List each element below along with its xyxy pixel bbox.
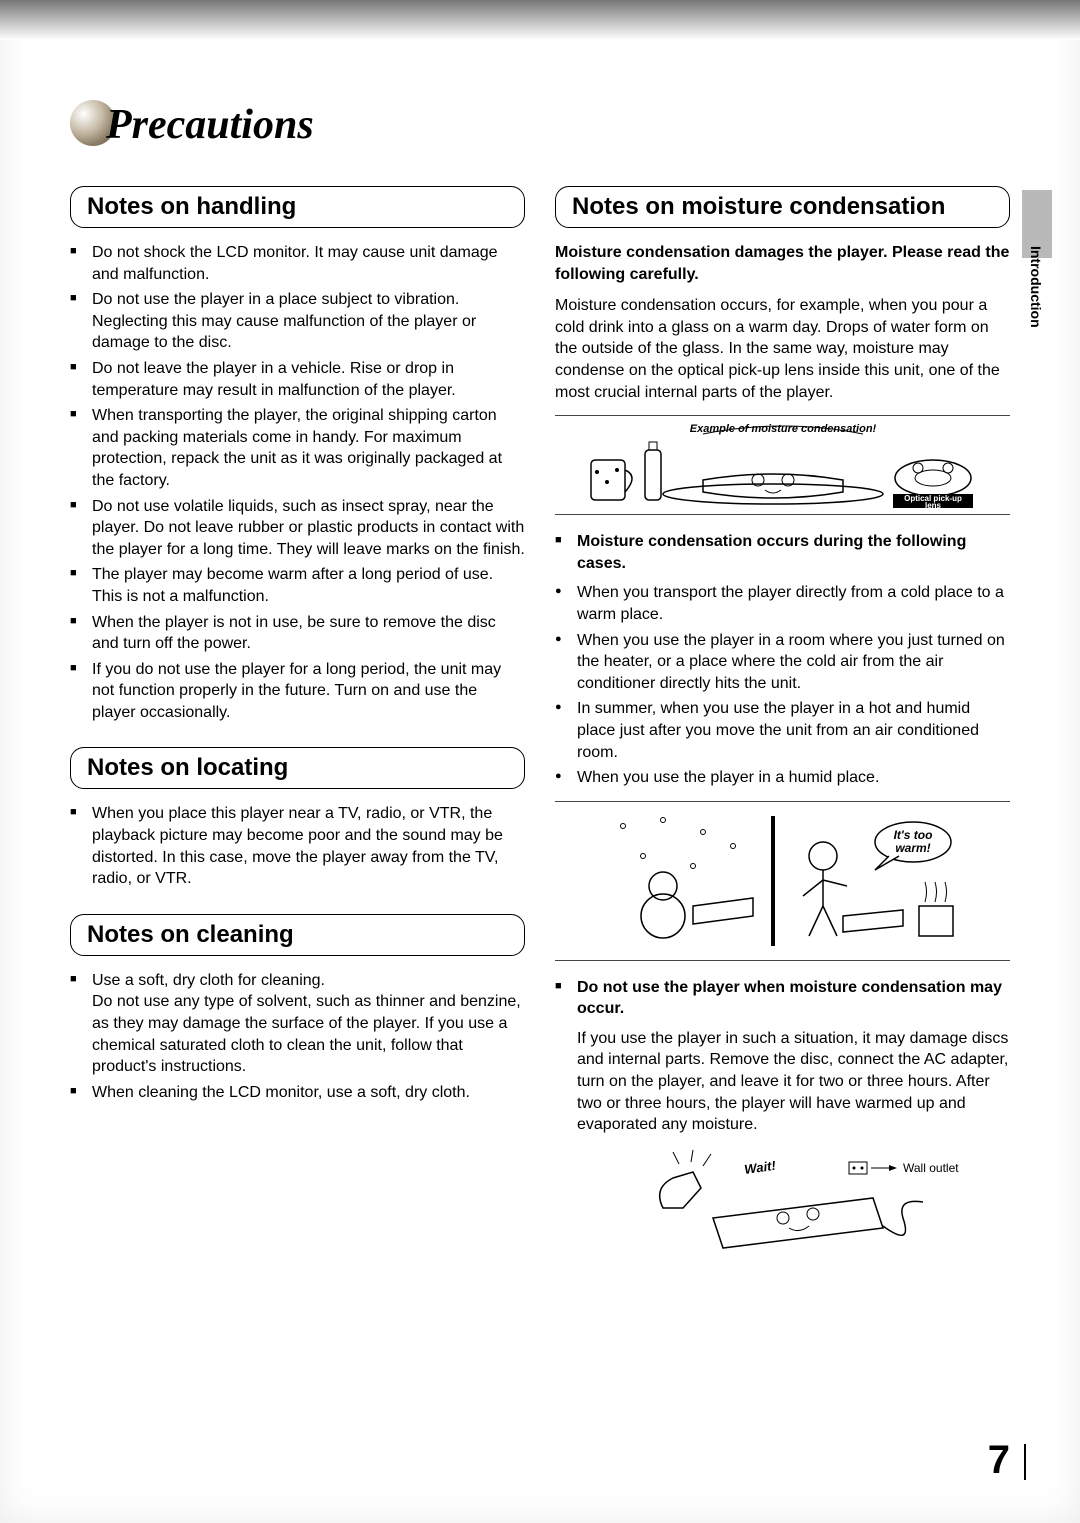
- illustration-warm: It's too warm!: [555, 801, 1010, 961]
- list-item: When you place this player near a TV, ra…: [88, 803, 525, 889]
- donot-heading: Do not use the player when moisture cond…: [555, 977, 1010, 1020]
- list-item: When you use the player in a room where …: [573, 630, 1010, 695]
- cleaning-list: Use a soft, dry cloth for cleaning. Do n…: [70, 970, 525, 1104]
- list-item: Do not use the player in a place subject…: [88, 289, 525, 354]
- two-column-layout: Notes on handling Do not shock the LCD m…: [70, 186, 1010, 1289]
- section-side-label: Introduction: [1028, 246, 1044, 328]
- list-item: When you transport the player directly f…: [573, 582, 1010, 625]
- handling-heading: Notes on handling: [70, 186, 525, 228]
- list-item-main: Use a soft, dry cloth for cleaning.: [92, 972, 325, 989]
- svg-text:Wait!: Wait!: [743, 1157, 777, 1176]
- cleaning-heading: Notes on cleaning: [70, 914, 525, 956]
- moisture-lead: Moisture condensation damages the player…: [555, 242, 1010, 285]
- left-column: Notes on handling Do not shock the LCD m…: [70, 186, 525, 1289]
- list-item: In summer, when you use the player in a …: [573, 698, 1010, 763]
- list-item: Do not leave the player in a vehicle. Ri…: [88, 358, 525, 401]
- list-item: If you do not use the player for a long …: [88, 659, 525, 724]
- list-item: Do not shock the LCD monitor. It may cau…: [88, 242, 525, 285]
- list-item: When cleaning the LCD monitor, use a sof…: [88, 1082, 525, 1104]
- manual-page: Introduction Precautions Notes on handli…: [0, 0, 1080, 1523]
- svg-text:warm!: warm!: [895, 841, 930, 855]
- list-item: Use a soft, dry cloth for cleaning. Do n…: [88, 970, 525, 1078]
- top-gradient: [0, 0, 1080, 40]
- handling-list: Do not shock the LCD monitor. It may cau…: [70, 242, 525, 723]
- list-item: The player may become warm after a long …: [88, 564, 525, 607]
- page-number: 7: [988, 1438, 1010, 1483]
- moisture-heading: Notes on moisture condensation: [555, 186, 1010, 228]
- list-item: When the player is not in use, be sure t…: [88, 612, 525, 655]
- right-column: Notes on moisture condensation Moisture …: [555, 186, 1010, 1289]
- donot-body: If you use the player in such a situatio…: [555, 1028, 1010, 1136]
- illustration-wait: Wait! Wall outlet: [615, 1148, 1010, 1273]
- svg-text:lens: lens: [924, 501, 941, 510]
- illustration-condensation: Example of moisture condensation!: [555, 415, 1010, 515]
- list-item: When you use the player in a humid place…: [573, 767, 1010, 789]
- svg-text:It's too: It's too: [893, 828, 932, 842]
- list-item: When transporting the player, the origin…: [88, 405, 525, 491]
- illus1-caption-top: Example of moisture condensation!: [689, 423, 876, 435]
- cases-list: When you transport the player directly f…: [555, 582, 1010, 788]
- page-header: Precautions: [70, 100, 1010, 146]
- wall-outlet-label: Wall outlet: [903, 1161, 959, 1175]
- moisture-intro: Moisture condensation occurs, for exampl…: [555, 295, 1010, 403]
- page-title: Precautions: [106, 104, 314, 146]
- locating-heading: Notes on locating: [70, 747, 525, 789]
- cases-heading: Moisture condensation occurs during the …: [555, 531, 1010, 574]
- list-item-sub: Do not use any type of solvent, such as …: [92, 993, 521, 1075]
- locating-list: When you place this player near a TV, ra…: [70, 803, 525, 889]
- list-item: Do not use volatile liquids, such as ins…: [88, 496, 525, 561]
